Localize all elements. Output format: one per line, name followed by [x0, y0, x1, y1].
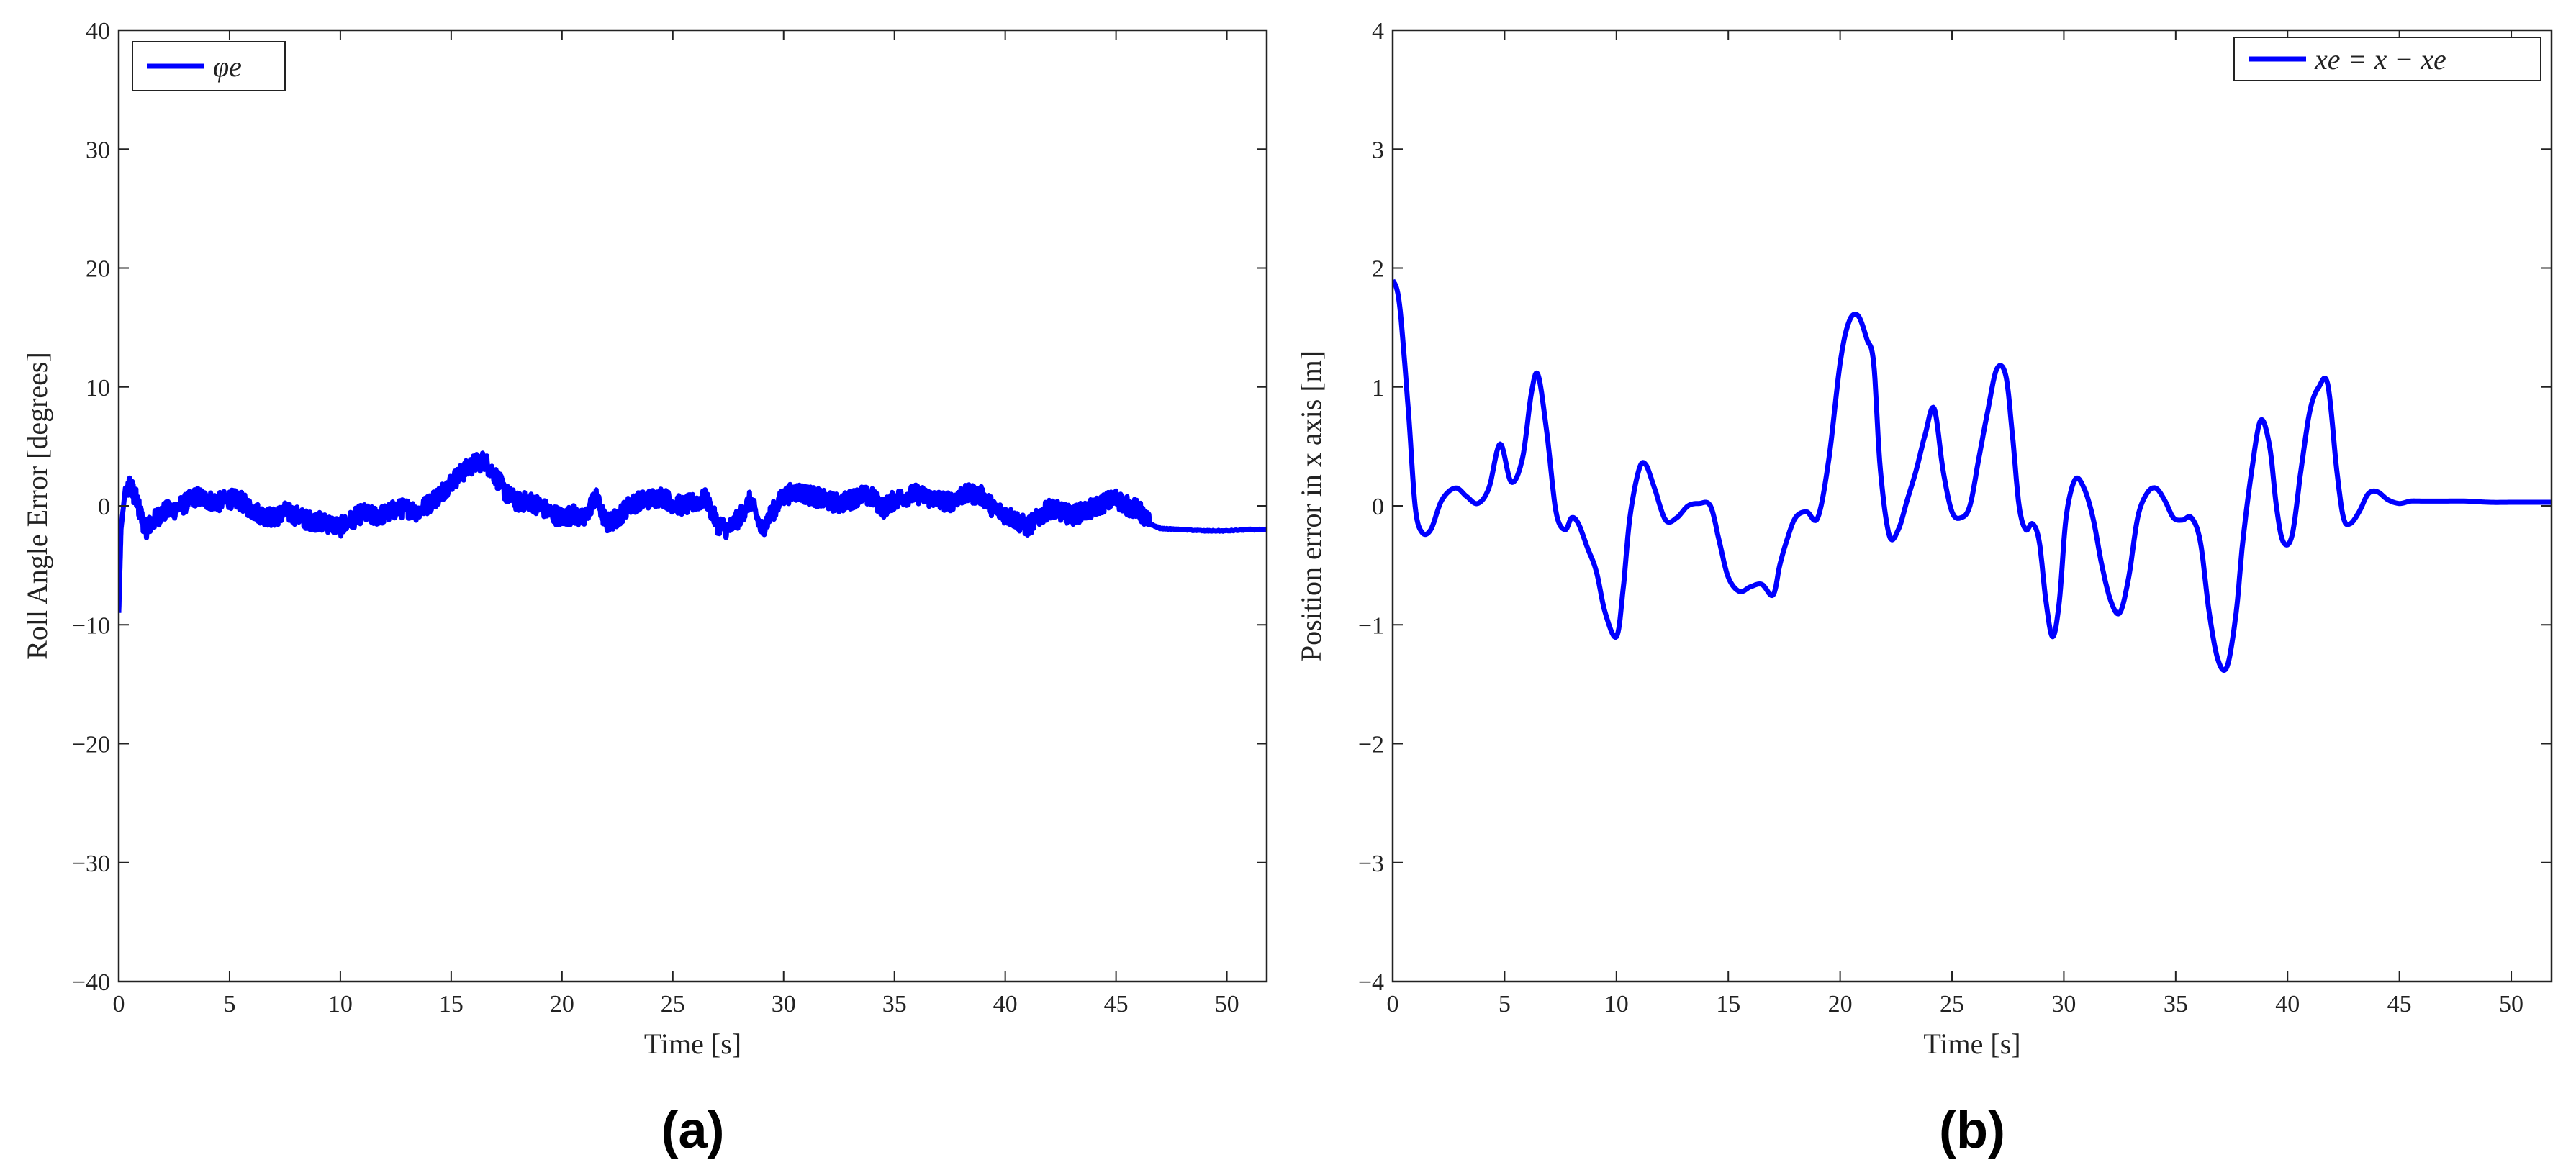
legend-label: φe	[213, 50, 242, 83]
x-tick-label: 40	[2275, 991, 2300, 1017]
x-tick-label: 15	[439, 991, 464, 1017]
panel-label: (b)	[1939, 1102, 2005, 1159]
y-tick-label: −3	[1358, 851, 1384, 877]
y-axis-label: Position error in x axis [m]	[1295, 350, 1327, 661]
y-tick-label: 0	[98, 494, 110, 520]
x-tick-label: 30	[2051, 991, 2076, 1017]
x-tick-label: 15	[1716, 991, 1740, 1017]
y-tick-label: −1	[1358, 612, 1384, 639]
x-tick-label: 0	[1387, 991, 1399, 1017]
y-tick-label: 4	[1372, 18, 1384, 45]
series-line-group	[119, 453, 1267, 613]
x-tick-label: 0	[113, 991, 125, 1017]
legend: xe = x − xe	[2234, 37, 2541, 81]
series-line-group	[1393, 280, 2552, 671]
x-tick-label: 30	[772, 991, 796, 1017]
chart-panel-b: 0 5 10 15 20 25 30 35 40 45 50 −4 −3 −2 −1 0 1 2 3 4 xe = x…	[1295, 18, 2552, 1159]
x-tick-label: 40	[993, 991, 1018, 1017]
y-tick-label: −40	[72, 969, 110, 996]
y-tick-label: −10	[72, 612, 110, 639]
x-axis-label: Time [s]	[1923, 1028, 2020, 1060]
legend: φe	[132, 42, 285, 91]
x-axis-label: Time [s]	[644, 1028, 741, 1060]
panel-label: (a)	[661, 1102, 725, 1159]
y-tick-label: 20	[86, 256, 110, 283]
chart-panel-a: 0 5 10 15 20 25 30 35 40 45 50 −40 −30 −20 −10 0 10 20 30 4…	[21, 18, 1267, 1159]
x-tick-label: 20	[1828, 991, 1853, 1017]
series-line	[1393, 280, 2552, 671]
x-tick-label: 10	[1604, 991, 1629, 1017]
x-tick-label: 10	[328, 991, 353, 1017]
y-tick-label: 3	[1372, 137, 1384, 163]
x-tick-label: 45	[2387, 991, 2412, 1017]
y-tick-label: 1	[1372, 375, 1384, 402]
x-tick-label: 45	[1104, 991, 1129, 1017]
y-tick-label: 30	[86, 137, 110, 163]
y-axis-label: Roll Angle Error [degrees]	[21, 352, 53, 660]
x-tick-label: 35	[2164, 991, 2188, 1017]
y-tick-label: 40	[86, 18, 110, 45]
y-tick-label: −30	[72, 851, 110, 877]
x-tick-label: 25	[661, 991, 685, 1017]
y-tick-label: −2	[1358, 732, 1384, 758]
x-tick-label: 25	[1940, 991, 1964, 1017]
y-tick-label: 10	[86, 375, 110, 402]
x-tick-label: 50	[2499, 991, 2523, 1017]
x-tick-label: 35	[882, 991, 907, 1017]
x-tick-label: 5	[223, 991, 235, 1017]
y-tick-label: 0	[1372, 494, 1384, 520]
x-tick-label: 5	[1499, 991, 1511, 1017]
series-line	[119, 453, 1267, 613]
y-tick-label: 2	[1372, 256, 1384, 283]
y-tick-label: −4	[1358, 969, 1384, 996]
x-tick-label: 20	[550, 991, 574, 1017]
x-tick-label: 50	[1215, 991, 1239, 1017]
legend-label: xe = x − xe	[2314, 43, 2446, 76]
y-tick-label: −20	[72, 732, 110, 758]
